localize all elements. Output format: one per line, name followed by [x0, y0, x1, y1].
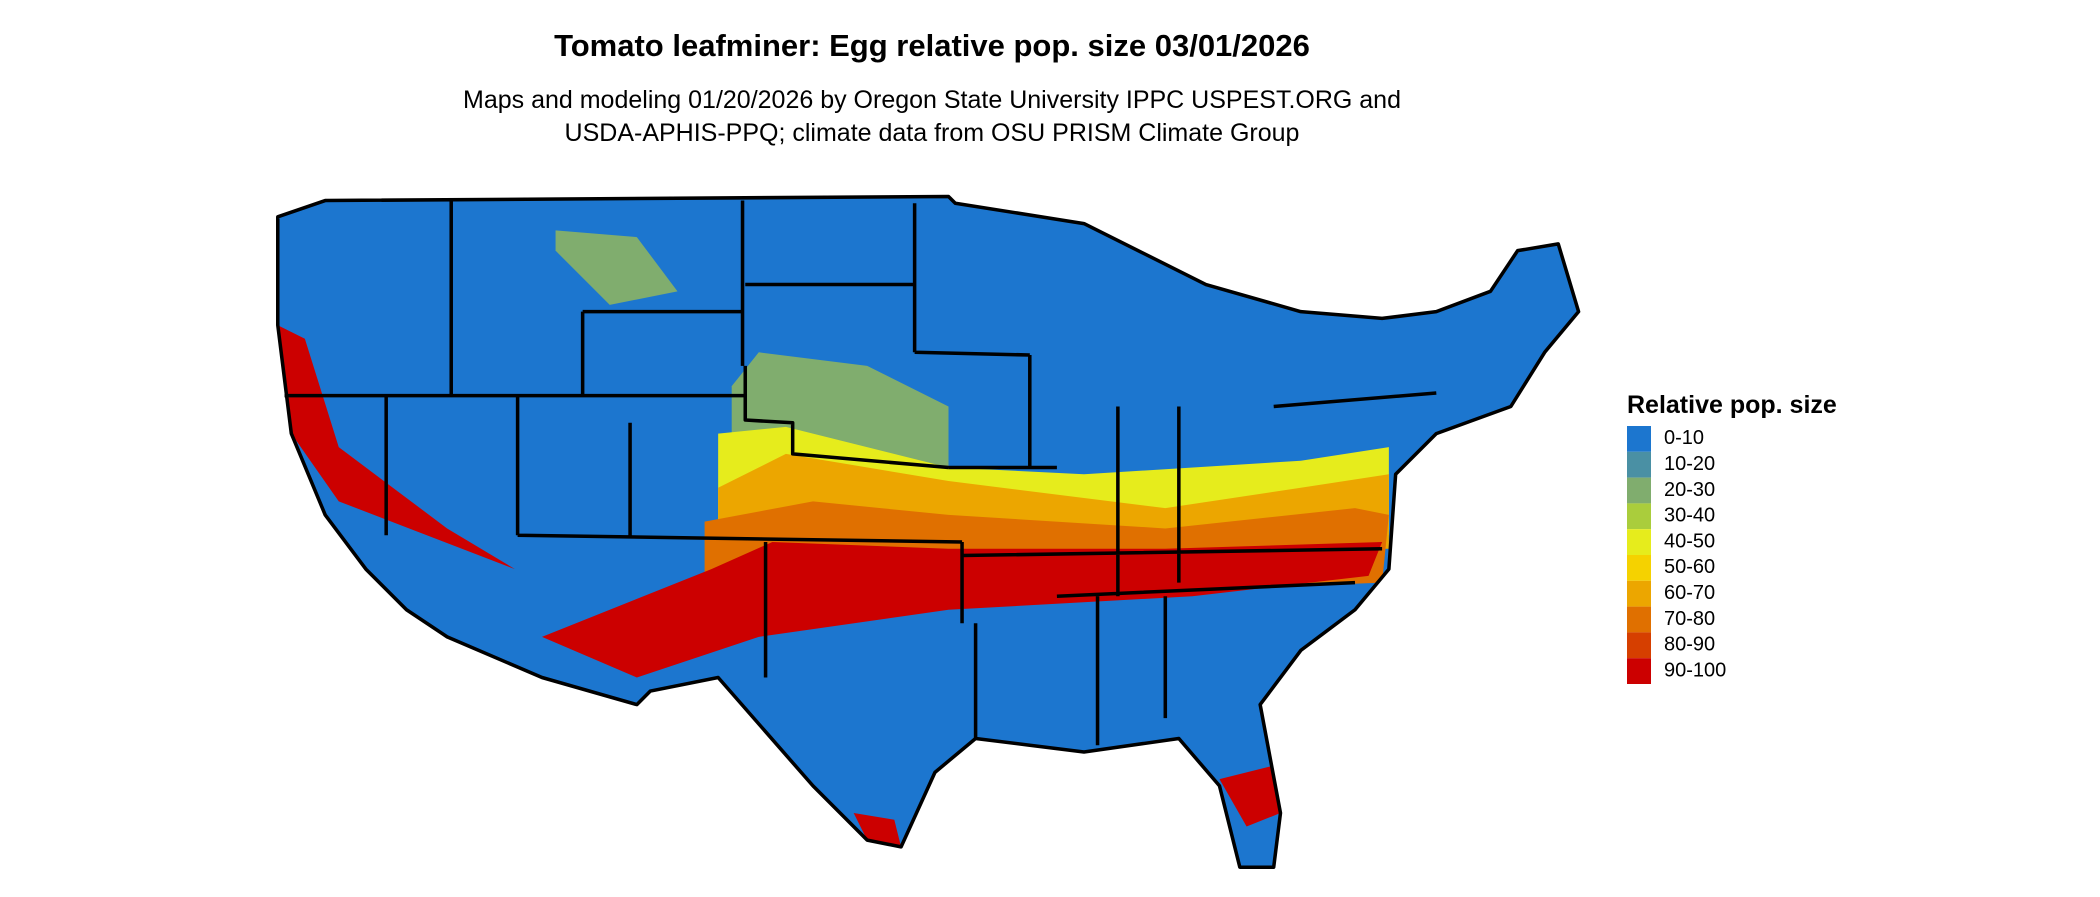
legend-label: 50-60: [1664, 556, 1715, 578]
legend-label: 30-40: [1664, 505, 1715, 527]
legend-label: 0-10: [1664, 427, 1704, 449]
legend-label: 70-80: [1664, 608, 1715, 630]
legend-label: 90-100: [1664, 659, 1726, 681]
legend-label: 40-50: [1664, 530, 1715, 552]
legend-swatch: [1627, 451, 1651, 478]
legend-label: 80-90: [1664, 634, 1715, 656]
legend-label: 10-20: [1664, 453, 1715, 475]
title: Tomato leafminer: Egg relative pop. size…: [554, 28, 1310, 63]
legend-swatch: [1627, 658, 1651, 684]
region: [853, 813, 902, 847]
map: [276, 194, 1581, 869]
legend-swatch: [1627, 555, 1651, 581]
region: [542, 542, 1383, 678]
legend-swatch: [1627, 426, 1651, 452]
country-outline: [276, 194, 1581, 869]
subtitle-line: Maps and modeling 01/20/2026 by Oregon S…: [463, 86, 1401, 114]
legend-swatch: [1627, 477, 1651, 504]
legend-swatch: [1627, 529, 1651, 555]
state-borders: [284, 200, 1437, 746]
region: [277, 325, 515, 570]
subtitle-line: USDA-APHIS-PPQ; climate data from OSU PR…: [565, 119, 1300, 147]
map-fill: [277, 196, 1579, 868]
legend: 0-10 10-20 20-30 30-40 40-50 50-60 60-70 70-80 8…: [1627, 426, 1726, 684]
legend-swatch: [1627, 503, 1651, 530]
region: [555, 230, 678, 305]
legend-swatch: [1627, 580, 1651, 607]
legend-swatch: [1627, 632, 1651, 659]
legend-title: Relative pop. size: [1627, 391, 1837, 419]
legend-label: 20-30: [1664, 479, 1715, 501]
region: [1219, 765, 1281, 827]
legend-label: 60-70: [1664, 582, 1715, 604]
legend-swatch: [1627, 606, 1651, 633]
